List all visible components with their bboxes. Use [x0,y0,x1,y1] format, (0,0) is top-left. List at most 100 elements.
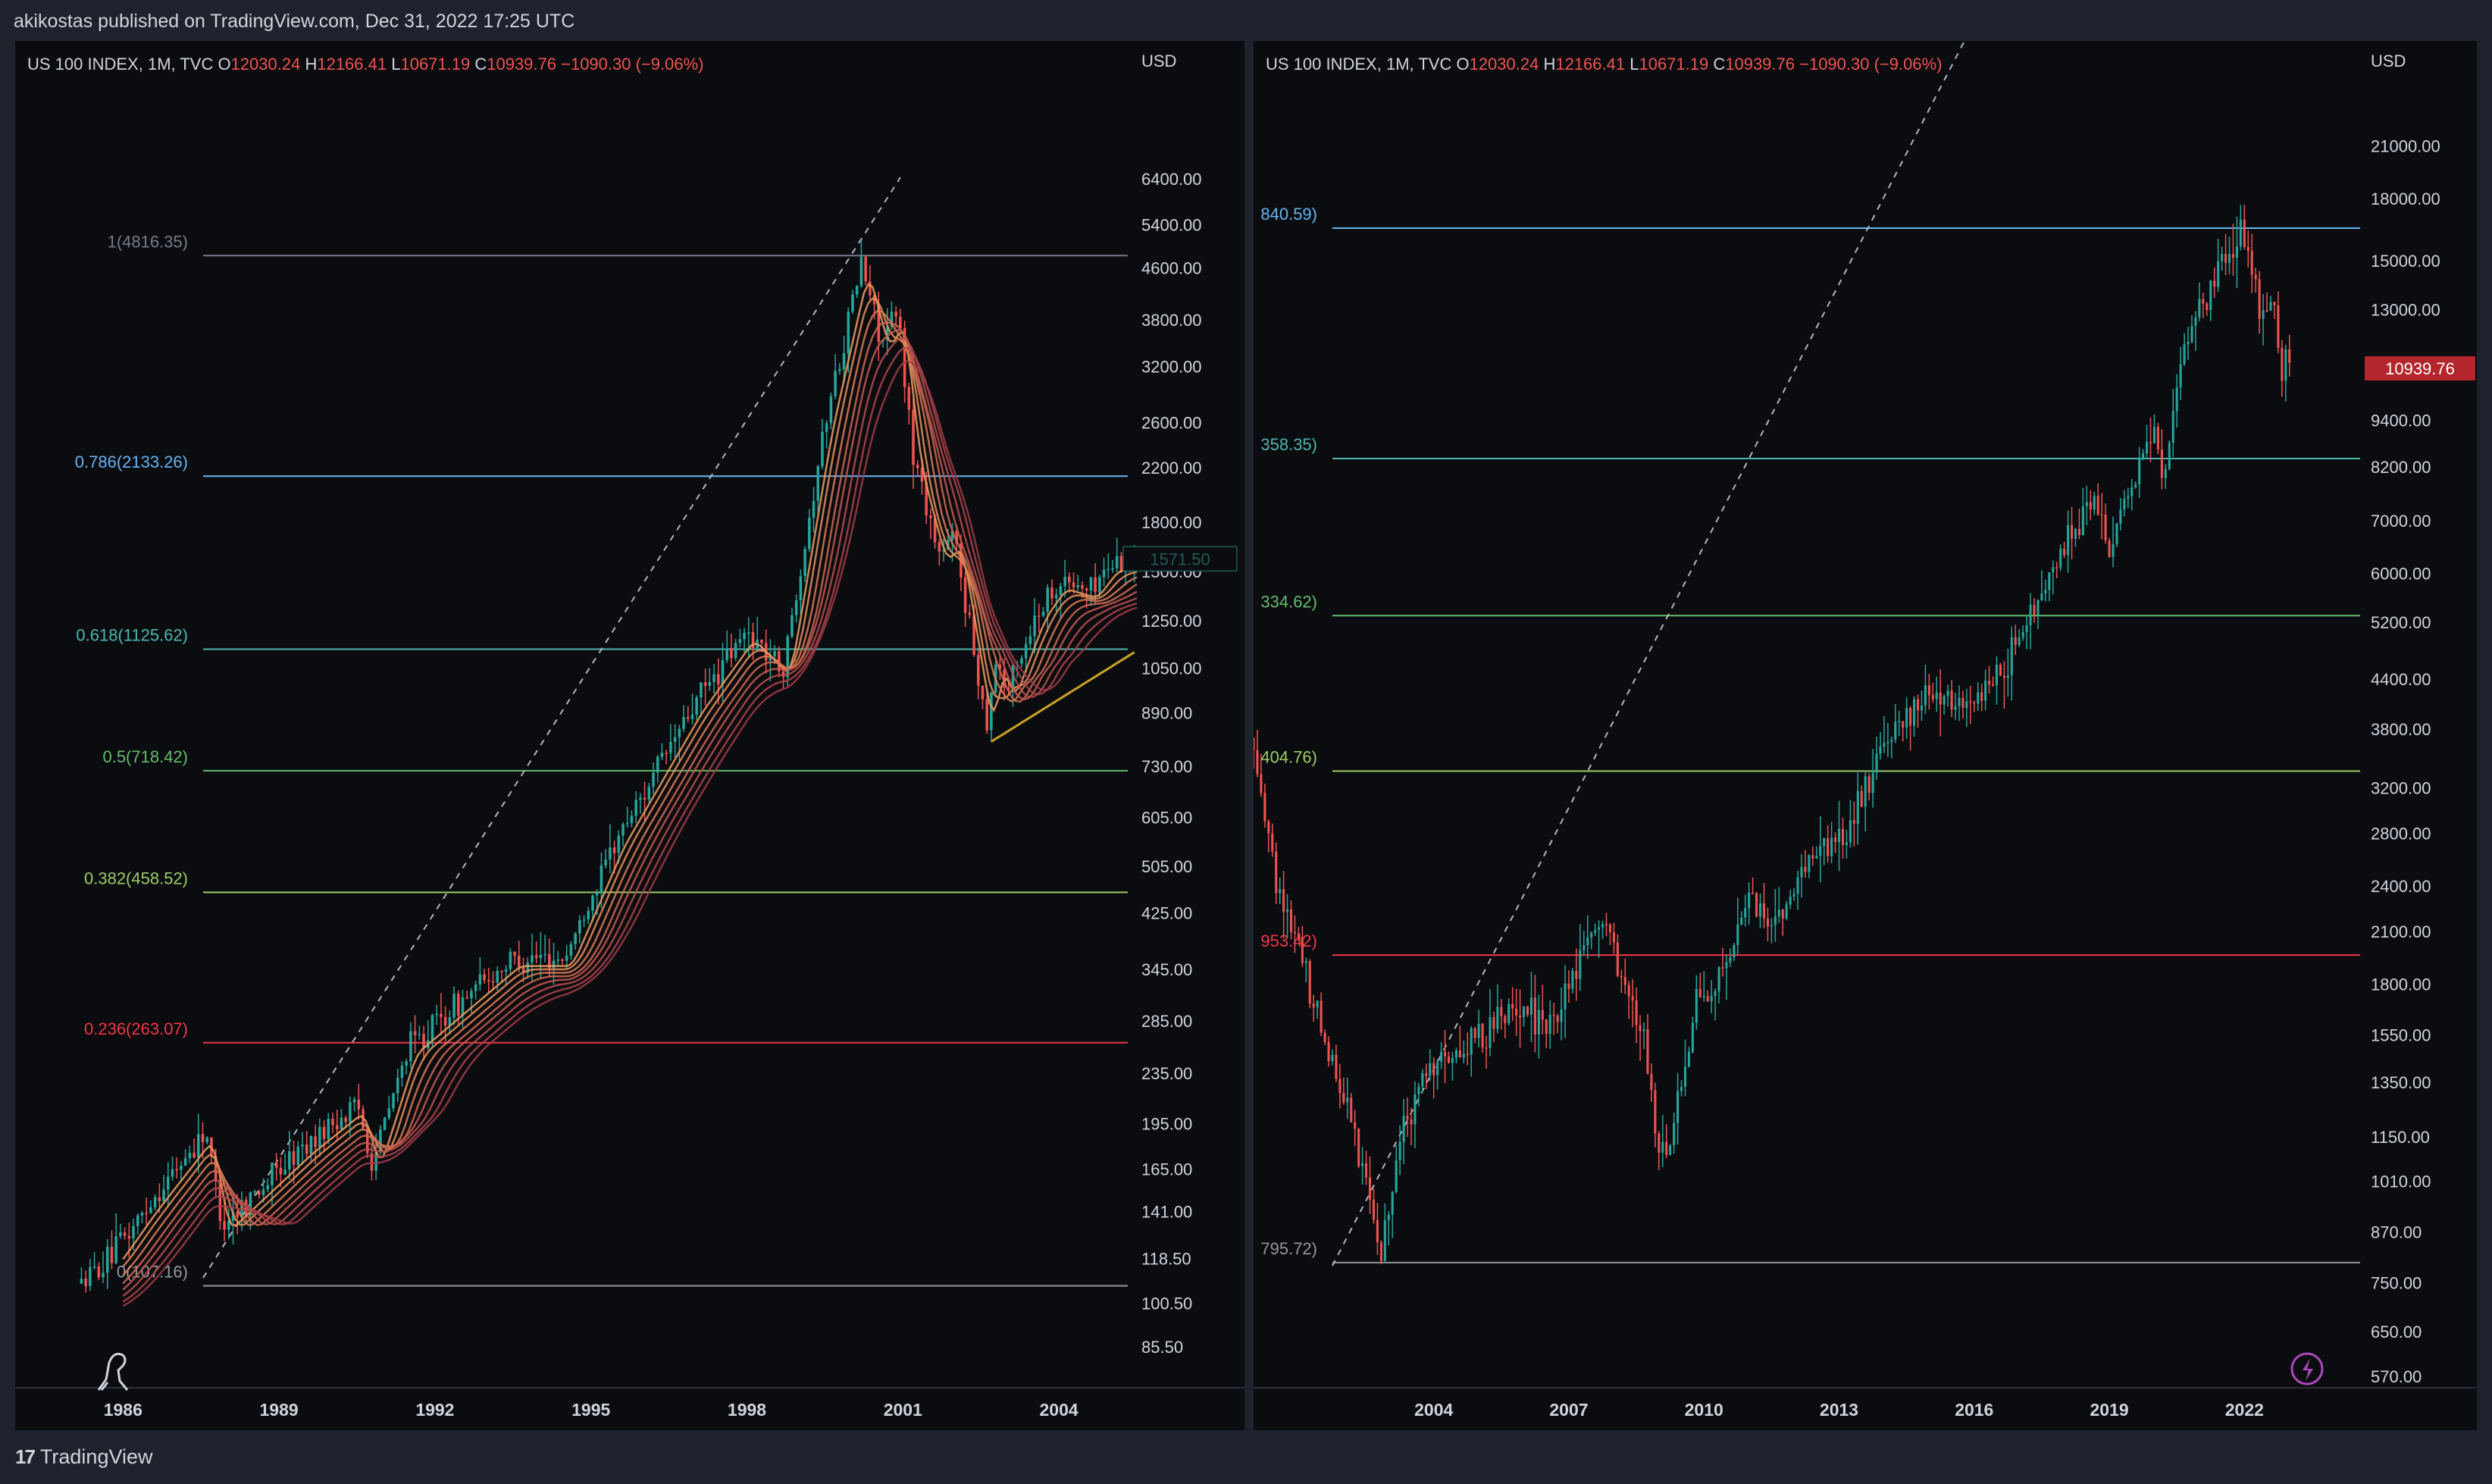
right-candle-body [2258,279,2261,319]
right-candle-body [2209,280,2212,310]
right-candle-body [1586,937,1589,946]
right-y-tick: 2100.00 [2371,922,2431,941]
left-y-tick: 165.00 [1141,1160,1192,1179]
right-candle-body [1421,1073,1424,1087]
left-y-tick: 85.50 [1141,1338,1183,1357]
left-candle-body [1020,658,1023,664]
left-candle-body [678,728,681,737]
right-y-tick: 5200.00 [2371,613,2431,632]
right-candle-body [1410,1119,1413,1125]
left-candle-body [465,997,468,999]
left-candle-body [604,859,607,866]
left-candle-body [227,1220,230,1230]
right-candle-body [1590,932,1593,938]
right-candle-body [1462,1054,1465,1058]
left-chart-panel[interactable]: US 100 INDEX, 1M, TVC O12030.24 H12166.4… [15,41,1244,1430]
right-candle-body [2115,523,2118,544]
left-y-tick: 118.50 [1141,1250,1191,1269]
left-y-tick: 505.00 [1141,857,1192,876]
right-candle-body [1533,997,1536,1035]
left-candle-body [686,717,690,719]
left-candle-body [162,1189,165,1201]
left-x-tick: 1992 [415,1400,454,1420]
right-candle-body [1564,983,1567,1010]
left-candle-body [487,980,490,982]
left-candle-body [725,648,728,660]
left-chart-svg[interactable]: US 100 INDEX, 1M, TVC O12030.24 H12166.4… [15,41,1244,1430]
left-candle-body [491,981,495,983]
right-legend-l-label: L [1630,55,1639,74]
tradingview-logo[interactable]: 17 TradingView [15,1445,153,1469]
left-fib-label: 0.618(1125.62) [76,626,188,645]
right-candle-body [1545,1019,1548,1035]
left-y-tick: 890.00 [1141,703,1192,722]
right-candle-body [1781,909,1784,919]
left-candle-body [1072,582,1075,588]
left-candle-body [1094,577,1097,593]
left-candle-body [1046,587,1050,612]
right-candle-body [2194,317,2197,326]
left-candle-body [1089,577,1093,591]
right-candle-body [1777,909,1780,916]
left-x-tick: 1998 [728,1400,766,1420]
left-candle-body [803,549,806,577]
left-candle-body [859,256,863,286]
right-candle-body [1282,889,1285,913]
right-candle-body [2281,347,2284,381]
left-candle-body [834,371,837,396]
left-candle-body [556,959,560,961]
right-candle-body [1440,1051,1443,1062]
left-candle-body [660,753,664,757]
right-candle-body [1680,1087,1683,1091]
right-chart-panel[interactable]: US 100 INDEX, 1M, TVC O12030.24 H12166.4… [1252,40,2477,1430]
left-y-tick: 1800.00 [1141,513,1202,532]
left-candle-body [617,835,621,853]
right-candle-body [1804,866,1807,872]
right-y-tick: 9400.00 [2371,411,2431,430]
right-candle-body [2018,637,2021,645]
right-candle-body [2033,604,2036,615]
right-candle-body [2014,637,2017,645]
right-legend-change: −1090.30 (−9.06%) [1799,55,1942,74]
left-candle-body [548,953,551,969]
right-candle-body [1770,925,1773,927]
right-candle-body [2104,515,2107,541]
left-candle-body [305,1144,308,1154]
right-chart-svg[interactable]: US 100 INDEX, 1M, TVC O12030.24 H12166.4… [1252,40,2477,1430]
right-candle-body [1331,1054,1334,1062]
left-candle-body [1115,556,1119,568]
left-candle-body [534,955,538,958]
left-legend-c: 10939.76 [487,55,561,74]
left-candle-body [1098,577,1101,593]
left-y-tick: 4600.00 [1141,259,1202,278]
left-ma-ribbon-line [122,337,1138,1297]
left-fib-label: 0.382(458.52) [84,869,188,888]
right-candle-body [2175,387,2178,412]
left-candle-body [279,1167,283,1175]
right-candle-body [1961,697,1964,708]
right-y-tick: 15000.00 [2371,252,2440,271]
right-candle-body [1489,1016,1492,1048]
right-candle-body [1316,1000,1319,1008]
right-candle-body [2002,675,2005,678]
right-candle-body [2119,509,2122,524]
left-candle-body [314,1136,317,1147]
right-candle-body [2010,637,2013,676]
right-candle-body [1308,961,1311,1004]
right-candle-body [2179,364,2182,388]
right-candle-body [1642,1028,1645,1032]
left-candle-body [483,974,486,981]
left-candle-body [443,1016,447,1026]
left-price-tag: 1571.50 [1150,549,1210,568]
right-candle-body [1815,856,1818,859]
right-candle-body [2168,443,2171,469]
right-candle-body [1931,695,1934,700]
right-candle-body [1473,1028,1476,1038]
left-candle-body [119,1232,122,1237]
left-candle-body [518,956,521,968]
right-candle-body [2096,496,2099,515]
left-candle-body [847,312,850,354]
left-candle-body [127,1235,131,1238]
right-candle-body [1289,909,1293,932]
left-candle-body [851,294,854,312]
